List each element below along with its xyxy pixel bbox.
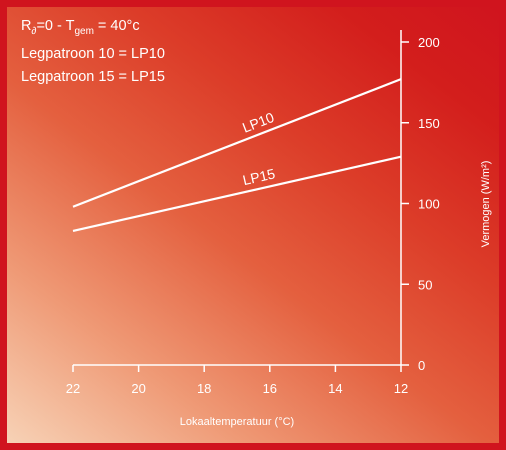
y-tick-label: 150 bbox=[418, 116, 440, 131]
axes bbox=[73, 30, 402, 366]
y-tick-label: 0 bbox=[418, 358, 425, 373]
legend-line-conditions: R∂=0 - Tgem = 40°c bbox=[21, 18, 140, 37]
series-line-lp10 bbox=[72, 78, 402, 208]
legend-line-lp10: Legpatroon 10 = LP10 bbox=[21, 45, 165, 62]
y-axis-title: Vermogen (W/m²) bbox=[480, 161, 492, 248]
x-tick-label: 16 bbox=[263, 381, 277, 396]
x-tick-label: 14 bbox=[328, 381, 342, 396]
x-tick-label: 12 bbox=[394, 381, 408, 396]
series-line-lp15 bbox=[72, 155, 402, 233]
x-tick-label: 22 bbox=[66, 381, 80, 396]
legend-line-lp15: Legpatroon 15 = LP15 bbox=[21, 68, 165, 85]
legend: R∂=0 - Tgem = 40°c Legpatroon 10 = LP10 … bbox=[21, 15, 165, 89]
x-tick-label: 18 bbox=[197, 381, 211, 396]
x-tick-label: 20 bbox=[131, 381, 145, 396]
y-tick-label: 50 bbox=[418, 277, 432, 292]
y-tick-label: 200 bbox=[418, 35, 440, 50]
chart-panel: R∂=0 - Tgem = 40°c Legpatroon 10 = LP10 … bbox=[7, 7, 499, 443]
series-label-lp10: LP10 bbox=[240, 109, 276, 136]
ticks: 0 50 100 150 200 22 20 18 16 14 12 bbox=[66, 35, 440, 396]
series: LP10 LP15 bbox=[72, 78, 402, 233]
series-label-lp15: LP15 bbox=[241, 165, 277, 188]
x-axis-title: Lokaaltemperatuur (°C) bbox=[180, 416, 294, 428]
y-tick-label: 100 bbox=[418, 197, 440, 212]
